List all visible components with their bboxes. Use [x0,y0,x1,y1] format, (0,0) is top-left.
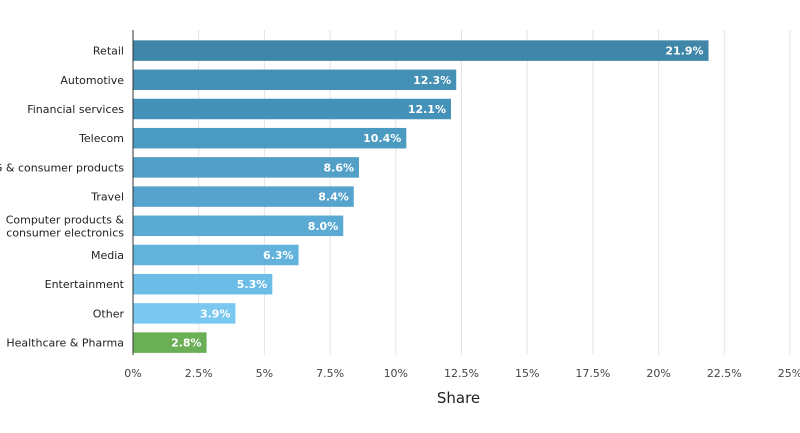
x-tick-label: 0% [124,367,141,380]
bar [133,69,457,91]
bar [133,40,709,61]
category-label: Automotive [60,74,124,87]
bar [133,127,407,149]
x-tick-label: 17.5% [575,367,610,380]
x-tick-label: 15% [515,367,539,380]
bar-value-label: 12.3% [413,74,451,87]
bar-value-label: 12.1% [408,103,446,116]
category-label: Other [93,307,125,320]
category-label: Media [91,249,124,262]
x-tick-labels: 0% 2.5% 5% 7.5% 10% 12.5% 15% 17.5% 20% 22.5% 25% [124,367,800,380]
x-tick-label: 25% [778,367,800,380]
bar-value-label: 3.9% [200,307,231,320]
x-tick-label: 12.5% [444,367,479,380]
bar-value-label: 21.9% [665,45,703,58]
x-tick-label: 5% [256,367,273,380]
bar [133,98,451,120]
category-label: Retail [93,45,124,58]
category-label: Financial services [27,103,124,116]
x-axis-title: Share [437,389,480,407]
bar [133,186,354,207]
category-label: Computer products & consumer electronics [6,213,125,239]
category-label: Healthcare & Pharma [6,337,124,350]
category-labels: Retail Automotive Financial services Teleco… [0,45,125,350]
bar-value-label: 8.6% [323,161,354,174]
bar [133,273,273,295]
x-tick-label: 20% [646,367,670,380]
bar [133,215,344,237]
x-tick-label: 7.5% [316,367,344,380]
category-label: Telecom [78,132,124,145]
category-label: Travel [90,191,124,204]
bar-value-label: 8.4% [318,191,349,204]
x-tick-label: 22.5% [707,367,742,380]
bar-value-label: 5.3% [237,278,268,291]
x-tick-label: 10% [384,367,408,380]
bar [133,244,299,266]
category-label: Entertainment [45,278,125,291]
bar-value-label: 8.0% [308,220,339,233]
bars: 21.9% 12.3% 12.1% 10.4% 8.6% 8.4% 8.0% 6.3% 5.3%… [133,40,709,353]
bar [133,157,360,178]
x-tick-label: 2.5% [185,367,213,380]
category-label: CPG & consumer products [0,161,124,174]
bar [133,303,236,324]
bar-value-label: 2.8% [171,337,202,350]
bar-value-label: 10.4% [363,132,401,145]
bar [133,332,207,353]
bar-value-label: 6.3% [263,249,294,262]
